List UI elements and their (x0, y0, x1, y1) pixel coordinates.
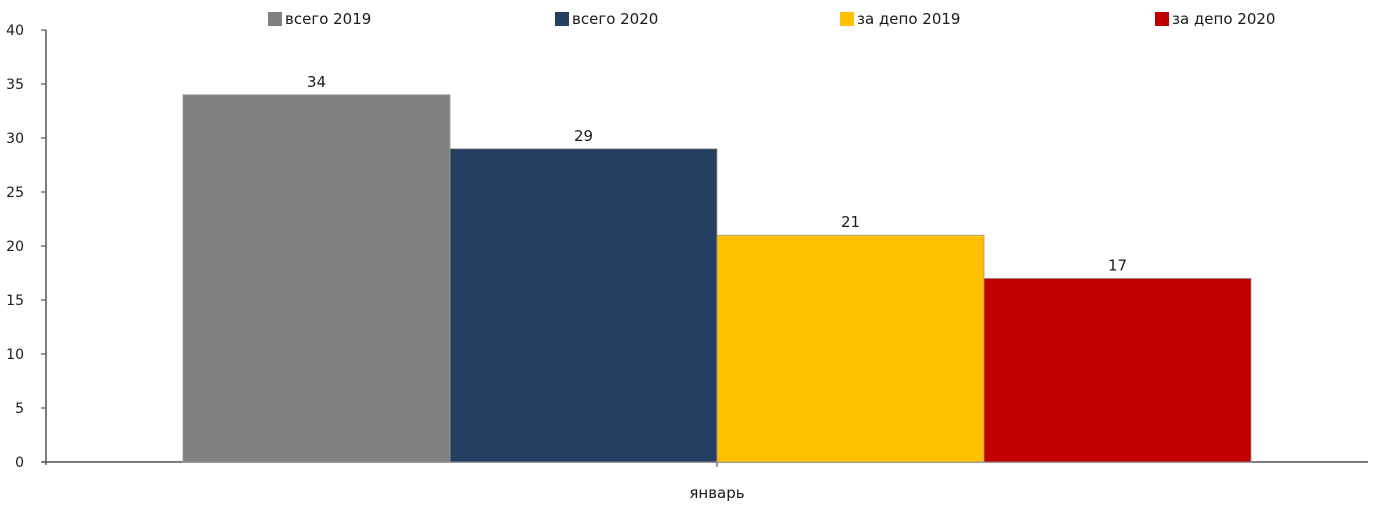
legend-label: за депо 2019 (857, 10, 960, 28)
y-tick-label: 25 (6, 185, 24, 201)
y-tick-label: 35 (6, 77, 24, 93)
y-tick-label: 0 (15, 455, 24, 471)
y-tick-label: 30 (6, 131, 24, 147)
bar-2 (449, 148, 718, 463)
legend-swatch (555, 12, 569, 26)
y-tick-label: 15 (6, 293, 24, 309)
data-label: 34 (307, 73, 326, 91)
legend-label: всего 2020 (572, 10, 658, 28)
legend-swatch (268, 12, 282, 26)
x-category-label: январь (689, 484, 744, 502)
y-tick-label: 40 (6, 23, 24, 39)
legend: всего 2019 всего 2020 за депо 2019 за депо … (268, 10, 1275, 28)
plot-area: 34 29 21 17 (182, 73, 1252, 463)
legend-swatch (1155, 12, 1169, 26)
bar-4 (983, 277, 1252, 463)
data-label: 17 (1108, 256, 1127, 274)
bar-3 (716, 234, 985, 463)
y-tick-label: 10 (6, 347, 24, 363)
y-tick-label: 5 (15, 401, 24, 417)
legend-swatch (840, 12, 854, 26)
y-tick-label: 20 (6, 239, 24, 255)
data-label: 29 (574, 127, 593, 145)
data-label: 21 (841, 213, 860, 231)
legend-label: всего 2019 (285, 10, 371, 28)
legend-label: за депо 2020 (1172, 10, 1275, 28)
bar-1 (182, 94, 451, 463)
